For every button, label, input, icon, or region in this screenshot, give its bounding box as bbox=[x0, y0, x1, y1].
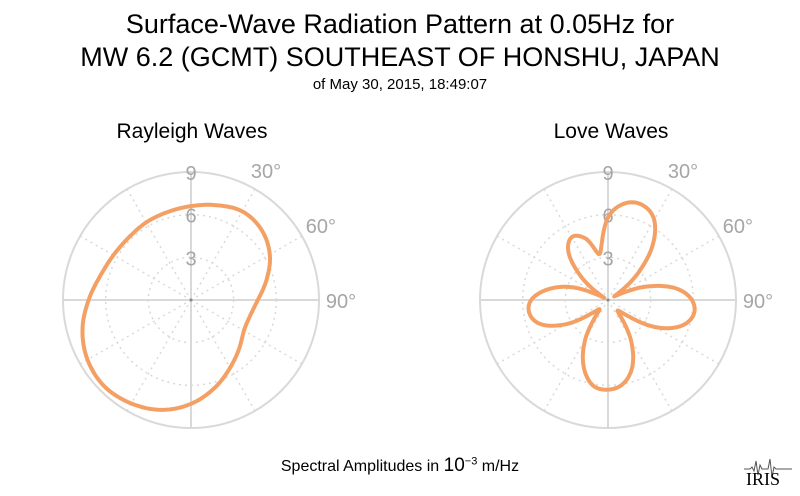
caption-unit: m/Hz bbox=[481, 458, 520, 475]
polar-center-point bbox=[606, 298, 610, 302]
polar-grid-spoke bbox=[79, 299, 192, 365]
polar-grid-spoke bbox=[190, 299, 256, 412]
caption-prefix: Spectral Amplitudes in bbox=[280, 458, 440, 475]
caption-base: 10 bbox=[443, 455, 465, 476]
x-caption: Spectral Amplitudes in 10−3 m/Hz bbox=[0, 455, 800, 477]
angle-tick-label: 30° bbox=[668, 161, 698, 183]
polar-center-point bbox=[189, 298, 193, 302]
polar-grid-spoke bbox=[543, 299, 609, 412]
angle-tick-label: 90° bbox=[743, 291, 773, 313]
love-panel-title: Love Waves bbox=[553, 120, 669, 143]
iris-logo-text: IRIS bbox=[746, 469, 781, 489]
polar-grid-spoke bbox=[126, 299, 192, 412]
angle-tick-label: 60° bbox=[306, 216, 336, 238]
caption-exponent: −3 bbox=[464, 455, 478, 468]
radiation-pattern-curve bbox=[526, 200, 697, 392]
radial-tick-label: 9 bbox=[602, 163, 613, 185]
polar-grid-spoke bbox=[543, 188, 609, 301]
polar-grid-spoke bbox=[607, 299, 673, 412]
polar-grid-spoke bbox=[190, 299, 303, 365]
angle-tick-label: 60° bbox=[723, 216, 753, 238]
polar-grid-spoke bbox=[190, 235, 303, 301]
chart-subtitle: of May 30, 2015, 18:49:07 bbox=[312, 76, 488, 93]
angle-tick-label: 30° bbox=[251, 161, 281, 183]
polar-grid-spoke bbox=[79, 235, 192, 301]
radial-tick-label: 3 bbox=[602, 248, 613, 270]
chart-title-line-2: MW 6.2 (GCMT) SOUTHEAST OF HONSHU, JAPAN bbox=[80, 42, 720, 72]
polar-grid-spoke bbox=[607, 299, 720, 365]
chart-title-line-1: Surface-Wave Radiation Pattern at 0.05Hz… bbox=[125, 9, 675, 39]
radial-tick-label: 9 bbox=[185, 163, 196, 185]
radiation-pattern-curve bbox=[80, 202, 272, 412]
polar-grid-spoke bbox=[496, 299, 609, 365]
rayleigh-panel-title: Rayleigh Waves bbox=[116, 120, 268, 143]
radial-tick-label: 3 bbox=[185, 248, 196, 270]
iris-logo-icon bbox=[744, 458, 792, 478]
radial-tick-label: 6 bbox=[185, 206, 196, 228]
polar-grid-spoke bbox=[126, 188, 192, 301]
angle-tick-label: 90° bbox=[326, 291, 356, 313]
